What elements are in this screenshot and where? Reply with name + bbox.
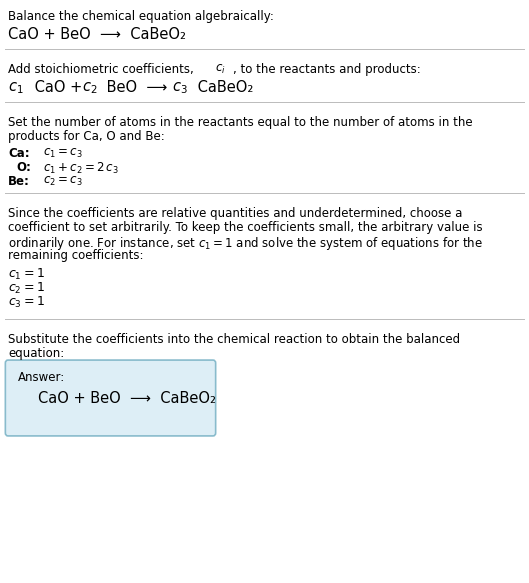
Text: $c_1 = c_3$: $c_1 = c_3$ — [36, 147, 83, 160]
Text: Set the number of atoms in the reactants equal to the number of atoms in the: Set the number of atoms in the reactants… — [8, 116, 472, 129]
Text: $c_1 + c_2 = 2\,c_3$: $c_1 + c_2 = 2\,c_3$ — [36, 161, 119, 176]
Text: products for Ca, O and Be:: products for Ca, O and Be: — [8, 130, 165, 143]
Text: $c_2 = c_3$: $c_2 = c_3$ — [36, 175, 83, 188]
Text: $c_2$: $c_2$ — [82, 80, 97, 96]
Text: $c_3 = 1$: $c_3 = 1$ — [8, 295, 45, 310]
Text: Ca:: Ca: — [8, 147, 30, 160]
Text: BeO  ⟶: BeO ⟶ — [102, 80, 177, 95]
Text: $c_i$: $c_i$ — [215, 63, 226, 76]
Text: ordinarily one. For instance, set $c_1 = 1$ and solve the system of equations fo: ordinarily one. For instance, set $c_1 =… — [8, 235, 483, 252]
Text: Substitute the coefficients into the chemical reaction to obtain the balanced: Substitute the coefficients into the che… — [8, 333, 460, 346]
Text: CaBeO₂: CaBeO₂ — [193, 80, 253, 95]
Text: CaO +: CaO + — [30, 80, 87, 95]
Text: CaO + BeO  ⟶  CaBeO₂: CaO + BeO ⟶ CaBeO₂ — [38, 391, 216, 406]
Text: $c_2 = 1$: $c_2 = 1$ — [8, 281, 45, 296]
FancyBboxPatch shape — [5, 360, 216, 436]
Text: coefficient to set arbitrarily. To keep the coefficients small, the arbitrary va: coefficient to set arbitrarily. To keep … — [8, 221, 482, 234]
Text: Add stoichiometric coefficients,: Add stoichiometric coefficients, — [8, 63, 197, 76]
Text: equation:: equation: — [8, 347, 64, 360]
Text: , to the reactants and products:: , to the reactants and products: — [233, 63, 421, 76]
Text: $c_3$: $c_3$ — [172, 80, 188, 96]
Text: remaining coefficients:: remaining coefficients: — [8, 249, 143, 262]
Text: $c_1$: $c_1$ — [8, 80, 24, 96]
Text: Answer:: Answer: — [18, 371, 65, 384]
Text: O:: O: — [16, 161, 31, 174]
Text: $c_1 = 1$: $c_1 = 1$ — [8, 267, 45, 282]
Text: Be:: Be: — [8, 175, 30, 188]
Text: Since the coefficients are relative quantities and underdetermined, choose a: Since the coefficients are relative quan… — [8, 207, 462, 220]
Text: Balance the chemical equation algebraically:: Balance the chemical equation algebraica… — [8, 10, 274, 23]
Text: CaO + BeO  ⟶  CaBeO₂: CaO + BeO ⟶ CaBeO₂ — [8, 27, 186, 42]
